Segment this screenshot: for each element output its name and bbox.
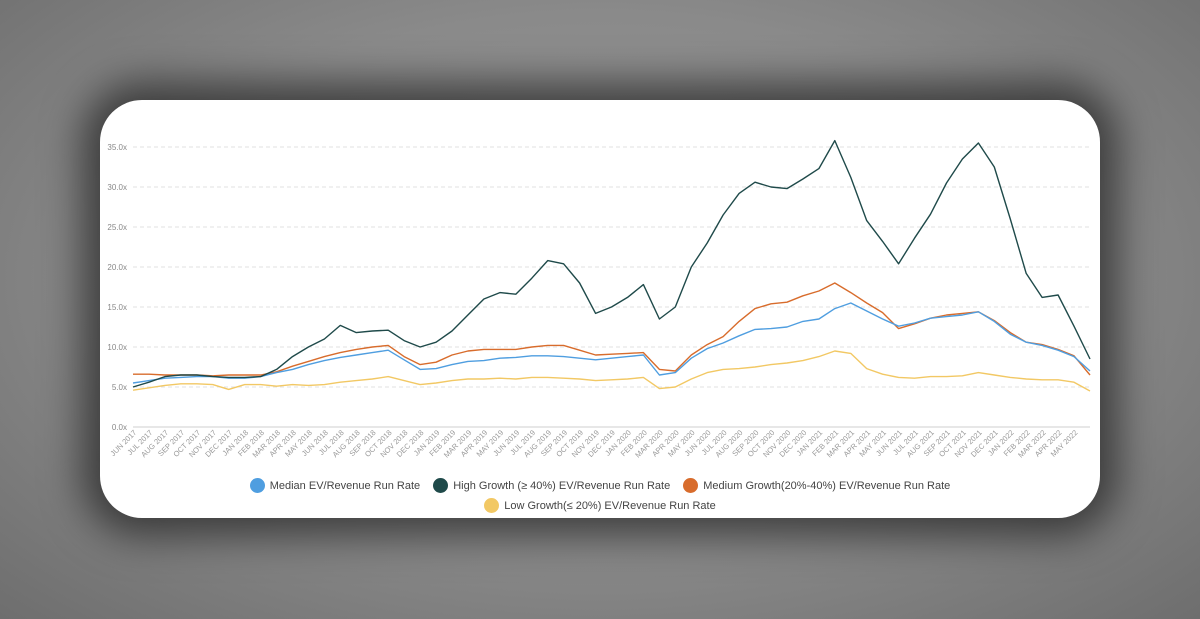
y-tick-label: 0.0x — [112, 423, 127, 432]
y-tick-label: 5.0x — [112, 383, 127, 392]
y-tick-label: 30.0x — [107, 183, 127, 192]
series-line-1 — [132, 139, 1091, 388]
legend-label-medium-growth: Medium Growth(20%-40%) EV/Revenue Run Ra… — [703, 479, 951, 492]
legend-item-high-growth[interactable]: High Growth (≥ 40%) EV/Revenue Run Rate — [433, 478, 670, 493]
legend-item-medium-growth[interactable]: Medium Growth(20%-40%) EV/Revenue Run Ra… — [683, 478, 950, 493]
legend-label-high-growth: High Growth (≥ 40%) EV/Revenue Run Rate — [453, 479, 671, 492]
y-tick-label: 15.0x — [107, 303, 127, 312]
y-tick-label: 10.0x — [107, 343, 127, 352]
line-chart: 0.0x5.0x10.0x15.0x20.0x25.0x30.0x35.0xJU… — [107, 139, 1091, 459]
legend: Median EV/Revenue Run Rate High Growth (… — [100, 478, 1100, 496]
legend-dot-high-growth — [433, 478, 449, 493]
y-tick-label: 25.0x — [107, 223, 127, 232]
legend-row-2: Low Growth(≤ 20%) EV/Revenue Run Rate — [100, 498, 1100, 516]
series-line-0 — [132, 302, 1091, 384]
legend-item-median[interactable]: Median EV/Revenue Run Rate — [249, 478, 421, 493]
legend-dot-low-growth — [484, 498, 500, 513]
legend-item-low-growth[interactable]: Low Growth(≤ 20%) EV/Revenue Run Rate — [484, 498, 716, 513]
legend-label-median: Median EV/Revenue Run Rate — [269, 479, 421, 492]
legend-dot-median — [249, 478, 265, 493]
legend-dot-medium-growth — [683, 478, 699, 493]
y-tick-label: 35.0x — [107, 143, 127, 152]
chart-card: 0.0x 5.0x 10.0x 15.0x 20.0x 25.0x 30.0x 35.0x JU… — [100, 100, 1100, 518]
series-line-3 — [132, 350, 1091, 392]
series-line-2 — [133, 282, 1091, 377]
legend-label-low-growth: Low Growth(≤ 20%) EV/Revenue Run Rate — [504, 499, 716, 512]
y-tick-label: 20.0x — [107, 263, 127, 272]
